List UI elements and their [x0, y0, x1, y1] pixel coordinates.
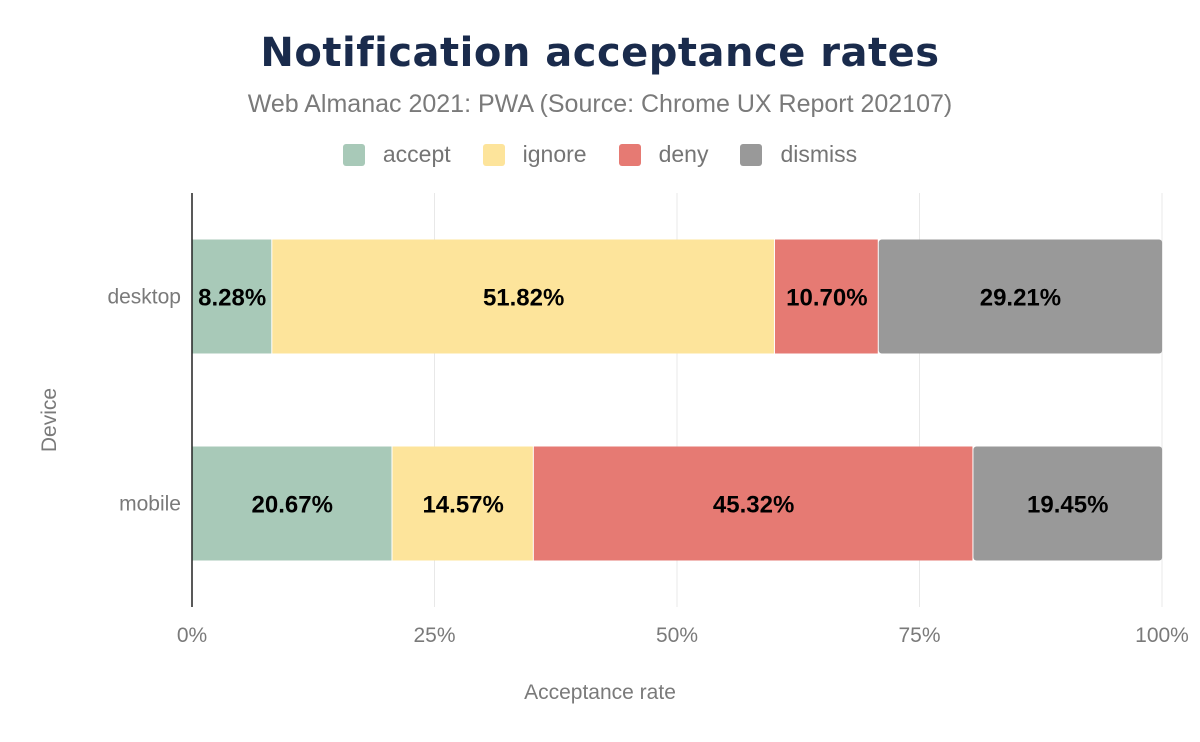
legend-swatch [618, 143, 641, 166]
x-tick-label: 0% [177, 624, 207, 647]
legend-item-dismiss[interactable]: dismiss [740, 141, 857, 168]
x-axis-title: Acceptance rate [524, 681, 676, 704]
data-label: 29.21% [980, 285, 1061, 312]
legend-label: dismiss [780, 141, 858, 167]
bar-segment-accept [192, 239, 272, 354]
data-label: 51.82% [483, 285, 564, 312]
bar-segment-dismiss [973, 446, 1163, 561]
legend-label: deny [658, 141, 709, 167]
legend-swatch [482, 143, 505, 166]
data-label: 19.45% [1027, 492, 1108, 519]
legend-item-ignore[interactable]: ignore [482, 141, 587, 168]
data-label: 45.32% [713, 492, 794, 519]
data-label: 8.28% [198, 285, 266, 312]
chart-subtitle: Web Almanac 2021: PWA (Source: Chrome UX… [247, 90, 953, 118]
legend-swatch [342, 143, 365, 166]
bar-segment-ignore [272, 239, 774, 354]
x-tick-label: 100% [1135, 624, 1189, 647]
bar-segment-ignore [392, 446, 533, 561]
data-label: 10.70% [786, 285, 867, 312]
bar-segment-deny [533, 446, 973, 561]
chart-title: Notification acceptance rates [260, 30, 940, 76]
legend-item-deny[interactable]: deny [618, 141, 709, 168]
legend-label: ignore [522, 141, 587, 167]
legend-label: accept [382, 141, 451, 167]
bar-segment-dismiss [878, 239, 1163, 354]
x-tick-label: 50% [656, 624, 698, 647]
bar-segment-accept [192, 446, 392, 561]
x-tick-label: 25% [413, 624, 455, 647]
data-label: 14.57% [422, 492, 503, 519]
x-tick-label: 75% [898, 624, 940, 647]
legend: accept ignore deny dismiss [0, 141, 1200, 168]
y-tick-label: mobile [119, 493, 181, 516]
legend-swatch [740, 143, 763, 166]
bar-segment-deny [774, 239, 878, 354]
y-tick-label: desktop [107, 286, 181, 309]
y-axis-title: Device [38, 388, 61, 452]
data-label: 20.67% [252, 492, 333, 519]
legend-item-accept[interactable]: accept [342, 141, 451, 168]
